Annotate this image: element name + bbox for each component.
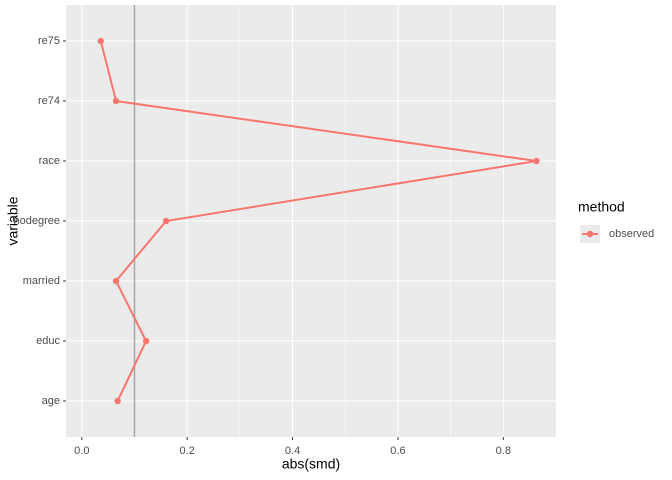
y-tick-label: race [39,155,60,167]
y-tick-label: educ [36,335,60,347]
x-tick-label: 0.4 [285,445,300,457]
y-tick-label: re75 [38,35,60,47]
grid [66,5,556,437]
y-tick-label: re74 [38,95,60,107]
x-tick-label: 0.0 [74,445,89,457]
y-tick-label: nodegree [14,215,61,227]
legend-title: method [578,199,625,215]
legend-label: observed [609,228,654,240]
point [162,217,170,225]
point [97,37,104,45]
marks [97,5,540,437]
point [142,337,150,345]
point [533,157,540,165]
x-axis-title: abs(smd) [282,456,340,472]
legend-point [586,230,594,238]
x-tick-label: 0.6 [390,445,405,457]
y-tick-label: married [23,275,60,287]
point [112,277,120,285]
x-tick-label: 0.8 [496,445,511,457]
point [114,397,121,405]
y-axis-title: variable [5,196,21,245]
x-tick-label: 0.2 [180,445,195,457]
point [112,97,120,105]
y-tick-label: age [42,395,60,407]
